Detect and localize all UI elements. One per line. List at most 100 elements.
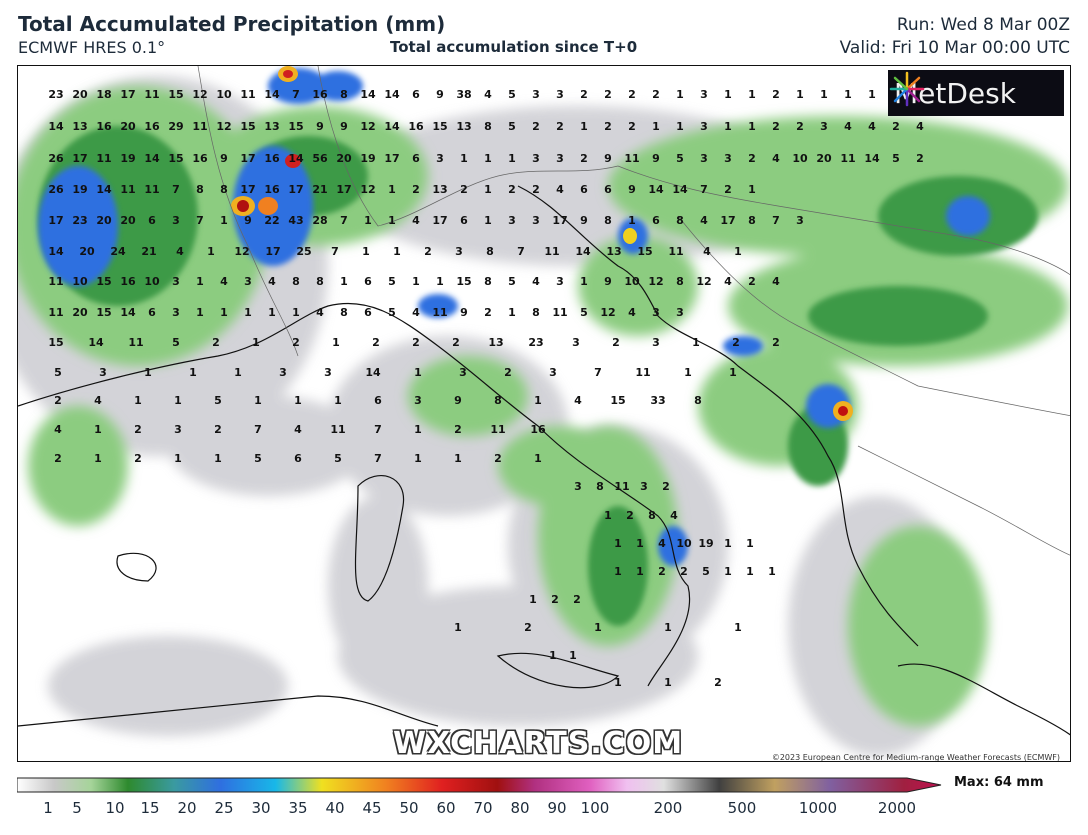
precip-value-labels: 23 20 18 17 11 15 12 10 11 14 7 16 8 14 14 6 9 38 4 5 3 3 2 2 2 2… <box>48 88 924 689</box>
precip-value: 2 <box>292 336 300 349</box>
precip-value: 24 <box>110 245 126 258</box>
precip-value: 15 <box>96 275 111 288</box>
precip-value: 7 <box>172 183 180 196</box>
precip-value: 1 <box>628 214 636 227</box>
precip-value: 8 <box>676 275 684 288</box>
precip-value: 2 <box>134 452 142 465</box>
precip-value: 1 <box>484 214 492 227</box>
precip-value: 1 <box>144 366 152 379</box>
precip-value: 10 <box>792 152 808 165</box>
precip-value: 1 <box>414 452 422 465</box>
precip-value: 1 <box>292 306 300 319</box>
precip-value: 2 <box>532 120 540 133</box>
precip-value: 2 <box>892 120 900 133</box>
precip-value: 19 <box>698 537 713 550</box>
precip-color-scale <box>17 777 942 793</box>
precip-value: 4 <box>412 306 420 319</box>
precip-value: 1 <box>724 88 732 101</box>
chart-title: Total Accumulated Precipitation (mm) <box>18 12 446 36</box>
precip-value: 15 <box>168 88 183 101</box>
precip-value: 1 <box>454 621 462 634</box>
precip-value: 14 <box>864 152 880 165</box>
precip-value: 2 <box>916 152 924 165</box>
precip-value: 12 <box>192 88 207 101</box>
precip-value: 1 <box>820 88 828 101</box>
precip-value: 1 <box>220 306 228 319</box>
precip-value: 17 <box>72 152 87 165</box>
precip-value: 8 <box>220 183 228 196</box>
precip-value: 15 <box>168 152 183 165</box>
precip-value: 16 <box>408 120 424 133</box>
precip-value: 11 <box>48 275 63 288</box>
precip-value: 5 <box>580 306 588 319</box>
run-time: Run: Wed 8 Mar 00Z <box>896 15 1070 35</box>
precip-value: 1 <box>332 336 340 349</box>
precipitation-map[interactable]: 23 20 18 17 11 15 12 10 11 14 7 16 8 14 14 6 9 38 4 5 3 3 2 2 2 2… <box>17 65 1071 762</box>
precip-value: 19 <box>120 152 135 165</box>
metdesk-logo[interactable]: MetDesk <box>888 70 1064 116</box>
precip-value: 1 <box>196 275 204 288</box>
precip-value: 14 <box>288 152 304 165</box>
precip-value: 2 <box>54 452 62 465</box>
precip-value: 6 <box>460 214 468 227</box>
precip-value: 1 <box>508 306 516 319</box>
precip-value: 7 <box>340 214 348 227</box>
precip-value: 1 <box>460 152 468 165</box>
precip-value: 2 <box>748 275 756 288</box>
precip-value: 8 <box>648 509 656 522</box>
precip-value: 1 <box>174 452 182 465</box>
precip-value: 3 <box>700 152 708 165</box>
scale-label: 70 <box>473 799 493 817</box>
precip-value: 12 <box>360 183 375 196</box>
precip-value: 11 <box>668 245 683 258</box>
precip-value: 2 <box>372 336 380 349</box>
scale-label: 35 <box>288 799 308 817</box>
precip-value: 13 <box>264 120 279 133</box>
precip-value: 8 <box>486 245 494 258</box>
scale-label: 50 <box>399 799 419 817</box>
precip-value: 16 <box>264 183 280 196</box>
precip-value: 11 <box>490 423 505 436</box>
precip-value: 12 <box>648 275 663 288</box>
precip-value: 2 <box>628 88 636 101</box>
precip-value: 2 <box>604 88 612 101</box>
precip-value: 3 <box>532 152 540 165</box>
scale-label: 80 <box>510 799 530 817</box>
precip-value: 1 <box>189 366 197 379</box>
precip-value: 15 <box>637 245 652 258</box>
precip-value: 3 <box>436 152 444 165</box>
precip-value: 1 <box>636 537 644 550</box>
precip-value: 17 <box>432 214 447 227</box>
precip-value: 17 <box>384 152 399 165</box>
precip-value: 12 <box>234 245 249 258</box>
precip-value: 1 <box>393 245 401 258</box>
scale-label: 45 <box>362 799 382 817</box>
precip-value: 3 <box>279 366 287 379</box>
precip-value: 4 <box>724 275 732 288</box>
precip-value: 11 <box>192 120 207 133</box>
precip-value: 3 <box>556 152 564 165</box>
precip-value: 2 <box>628 120 636 133</box>
precip-value: 19 <box>360 152 375 165</box>
precip-value: 9 <box>628 183 636 196</box>
precip-value: 1 <box>340 275 348 288</box>
precip-value: 2 <box>556 120 564 133</box>
precip-value: 1 <box>534 394 542 407</box>
precip-value: 3 <box>532 214 540 227</box>
precip-value: 1 <box>844 88 852 101</box>
precip-value: 10 <box>624 275 640 288</box>
precip-value: 9 <box>604 152 612 165</box>
precip-value: 17 <box>336 183 351 196</box>
precip-value: 2 <box>532 183 540 196</box>
precip-value: 14 <box>144 152 160 165</box>
precip-value: 3 <box>574 480 582 493</box>
precip-value: 3 <box>556 88 564 101</box>
precip-value: 1 <box>692 336 700 349</box>
precip-value: 8 <box>532 306 540 319</box>
precip-value: 6 <box>580 183 588 196</box>
precip-value: 20 <box>120 214 136 227</box>
precip-value: 3 <box>700 120 708 133</box>
precip-value: 4 <box>772 152 780 165</box>
precip-value: 13 <box>432 183 447 196</box>
precip-value: 1 <box>454 452 462 465</box>
